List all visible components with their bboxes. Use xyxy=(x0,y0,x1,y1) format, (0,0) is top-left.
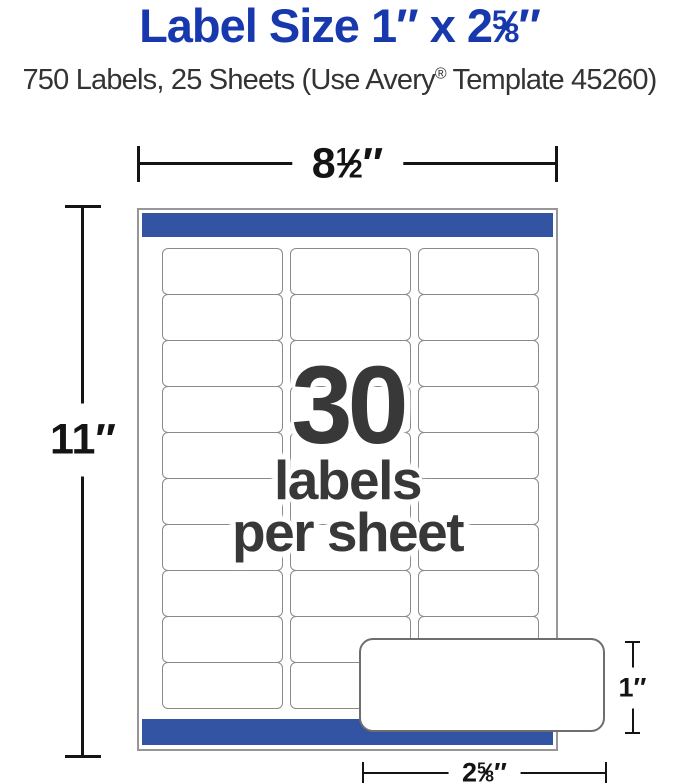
title-suffix: ″ xyxy=(518,0,540,52)
dimension-tick xyxy=(362,762,364,783)
label-cell xyxy=(162,340,283,387)
label-cell xyxy=(418,432,539,479)
label-cell xyxy=(290,478,411,525)
dimension-tick xyxy=(625,641,640,643)
label-cell xyxy=(162,524,283,571)
dimension-label-height: 1″ xyxy=(616,641,649,734)
label-column xyxy=(162,248,283,709)
label-cell xyxy=(290,570,411,617)
single-label-callout xyxy=(359,638,605,732)
label-grid xyxy=(162,248,539,709)
dimension-line xyxy=(81,205,84,758)
label-cell xyxy=(162,294,283,341)
label-width-value: 25⁄8″ xyxy=(448,757,521,783)
dimension-tick xyxy=(625,732,640,734)
title-prefix: Label Size 1″ x 2 xyxy=(139,0,493,52)
sheet-width-value: 81⁄2″ xyxy=(291,139,404,189)
registered-trademark: ® xyxy=(434,65,447,83)
label-cell xyxy=(162,248,283,295)
sheet-height-value: 11″ xyxy=(49,403,117,477)
dimension-tick xyxy=(605,762,607,783)
label-cell xyxy=(290,294,411,341)
label-cell xyxy=(290,386,411,433)
label-cell xyxy=(418,386,539,433)
dimension-tick xyxy=(65,755,101,758)
label-cell xyxy=(418,570,539,617)
dimension-sheet-height: 11″ xyxy=(49,205,117,758)
label-cell xyxy=(418,340,539,387)
label-cell xyxy=(162,662,283,709)
label-cell xyxy=(418,478,539,525)
label-cell xyxy=(162,478,283,525)
label-cell xyxy=(418,524,539,571)
label-height-value: 1″ xyxy=(616,667,649,708)
title-fraction: 5⁄8 xyxy=(492,3,519,52)
label-cell xyxy=(162,386,283,433)
page-title: Label Size 1″ x 25⁄8″ xyxy=(0,0,679,53)
label-cell xyxy=(162,432,283,479)
label-cell xyxy=(290,340,411,387)
dimension-sheet-width: 81⁄2″ xyxy=(137,139,558,189)
dimension-tick xyxy=(137,146,140,182)
label-cell xyxy=(162,570,283,617)
dimension-tick xyxy=(555,146,558,182)
label-cell xyxy=(290,524,411,571)
dimension-label-width: 25⁄8″ xyxy=(362,757,607,783)
label-cell xyxy=(290,432,411,479)
subtitle: 750 Labels, 25 Sheets (Use Avery® Templa… xyxy=(22,64,657,96)
label-cell xyxy=(418,248,539,295)
sheet-top-band xyxy=(142,213,553,237)
label-cell xyxy=(418,294,539,341)
label-cell xyxy=(162,616,283,663)
label-cell xyxy=(290,248,411,295)
label-column xyxy=(290,248,411,709)
dimension-tick xyxy=(65,205,101,208)
